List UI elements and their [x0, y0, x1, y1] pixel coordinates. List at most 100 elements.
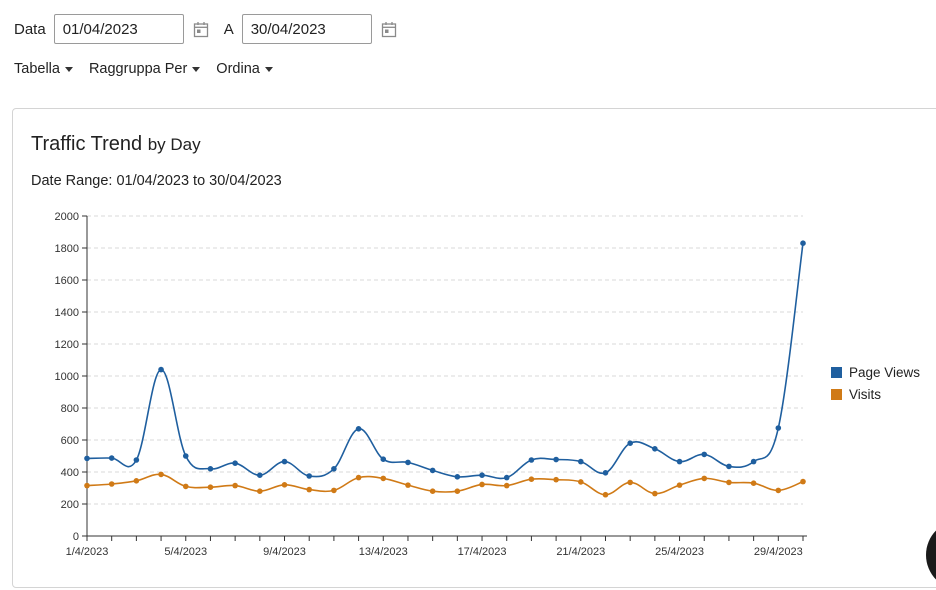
- data-point-page-views: [281, 458, 288, 465]
- data-point-page-views: [355, 426, 362, 432]
- from-date-label: Data: [14, 20, 46, 38]
- table-menu-label: Tabella: [14, 61, 60, 77]
- y-tick-label: 1600: [55, 275, 79, 287]
- data-point-visits: [331, 487, 337, 494]
- data-point-visits: [652, 490, 658, 497]
- legend-label-page-views: Page Views: [849, 365, 921, 380]
- legend-item-page-views[interactable]: Page Views: [831, 365, 920, 380]
- x-tick-label: 17/4/2023: [458, 546, 507, 558]
- data-point-page-views: [306, 473, 313, 479]
- y-tick-label: 1200: [55, 339, 79, 351]
- data-point-visits: [701, 475, 708, 482]
- data-point-page-views: [577, 458, 584, 465]
- y-tick-label: 1000: [55, 371, 79, 383]
- data-point-page-views: [182, 453, 189, 459]
- legend-swatch-page-views: [831, 367, 842, 378]
- data-point-visits: [602, 491, 609, 498]
- data-point-page-views: [701, 451, 708, 458]
- data-point-visits: [355, 474, 362, 481]
- data-point-visits: [726, 479, 732, 486]
- data-point-page-views: [331, 466, 337, 472]
- data-point-page-views: [158, 366, 164, 373]
- panel-title-main: Traffic Trend: [31, 133, 143, 155]
- caret-down-icon: [192, 66, 201, 72]
- y-tick-label: 1400: [55, 307, 79, 319]
- data-point-visits: [281, 482, 288, 488]
- data-point-visits: [503, 482, 510, 489]
- date-filter-bar: Data A: [14, 14, 412, 44]
- date-range-text: Date Range: 01/04/2023 to 30/04/2023: [31, 173, 282, 189]
- data-point-visits: [750, 480, 757, 487]
- data-point-page-views: [627, 440, 633, 447]
- data-point-visits: [158, 471, 164, 478]
- calendar-icon[interactable]: [192, 20, 210, 38]
- data-point-visits: [182, 483, 189, 490]
- data-point-page-views: [232, 460, 238, 467]
- sort-menu-label: Ordina: [216, 61, 260, 77]
- panel-title-sub: by Day: [147, 135, 201, 154]
- data-point-page-views: [405, 459, 411, 466]
- series-line-visits: [86, 473, 804, 496]
- x-tick-label: 1/4/2023: [66, 546, 109, 558]
- y-tick-label: 0: [73, 531, 79, 543]
- legend-label-visits: Visits: [849, 387, 882, 402]
- group-by-menu[interactable]: Raggruppa Per: [88, 61, 201, 77]
- data-point-page-views: [652, 446, 658, 452]
- data-point-visits: [627, 479, 633, 486]
- data-point-page-views: [133, 457, 140, 463]
- legend-item-visits[interactable]: Visits: [831, 387, 920, 402]
- data-point-visits: [232, 482, 238, 489]
- data-point-visits: [775, 487, 782, 494]
- x-tick-label: 21/4/2023: [556, 546, 605, 558]
- caret-down-icon: [264, 66, 273, 72]
- view-menu-bar: Tabella Raggruppa Per Ordina: [14, 61, 273, 77]
- data-point-visits: [454, 488, 461, 495]
- data-point-page-views: [207, 466, 214, 472]
- data-point-page-views: [676, 458, 683, 465]
- data-point-visits: [108, 481, 115, 487]
- x-tick-label: 29/4/2023: [754, 546, 803, 558]
- to-date-input[interactable]: [241, 14, 372, 44]
- data-point-visits: [207, 484, 214, 491]
- chart-legend: Page Views Visits: [831, 365, 920, 409]
- data-point-visits: [84, 482, 90, 489]
- y-tick-label: 600: [61, 435, 79, 447]
- data-point-page-views: [257, 472, 263, 479]
- data-point-visits: [405, 482, 411, 488]
- data-point-page-views: [503, 474, 510, 481]
- data-point-visits: [306, 486, 313, 493]
- floating-action-button[interactable]: [926, 520, 936, 590]
- data-point-visits: [380, 475, 387, 482]
- data-point-page-views: [726, 463, 732, 470]
- sort-menu[interactable]: Ordina: [216, 61, 273, 77]
- calendar-icon[interactable]: [380, 20, 398, 38]
- data-point-visits: [257, 488, 263, 495]
- y-tick-label: 800: [61, 403, 79, 415]
- data-point-page-views: [108, 455, 115, 461]
- data-point-visits: [133, 478, 140, 484]
- data-point-page-views: [775, 425, 782, 431]
- table-menu[interactable]: Tabella: [14, 61, 73, 77]
- to-date-label: A: [223, 20, 234, 38]
- x-tick-label: 5/4/2023: [164, 546, 207, 558]
- data-point-page-views: [528, 457, 535, 463]
- traffic-line-chart: 0 200 400 600 800 1000 1200 1400 1600 1800 2000 1/4…: [55, 211, 807, 558]
- data-point-visits: [528, 476, 535, 483]
- series-line-page-views: [86, 243, 804, 480]
- group-by-menu-label: Raggruppa Per: [88, 61, 188, 77]
- data-point-page-views: [84, 455, 90, 462]
- from-date-input[interactable]: [53, 14, 184, 44]
- data-point-page-views: [602, 470, 609, 476]
- y-tick-label: 400: [61, 467, 79, 479]
- y-tick-label: 2000: [55, 211, 79, 223]
- data-point-page-views: [380, 456, 387, 463]
- data-point-visits: [429, 488, 436, 495]
- data-point-visits: [553, 476, 559, 483]
- data-point-page-views: [800, 240, 806, 246]
- data-point-page-views: [454, 474, 461, 480]
- traffic-trend-panel: Traffic Trend by Day Date Range: 01/04/2…: [12, 108, 936, 588]
- x-tick-label: 13/4/2023: [359, 546, 408, 558]
- data-point-page-views: [553, 456, 559, 463]
- y-tick-label: 1800: [55, 243, 79, 255]
- caret-down-icon: [64, 66, 73, 72]
